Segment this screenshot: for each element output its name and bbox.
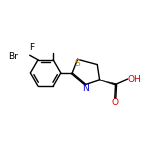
Text: O: O xyxy=(111,98,118,107)
Text: OH: OH xyxy=(128,74,141,84)
Text: F: F xyxy=(29,43,35,52)
Text: Br: Br xyxy=(8,52,18,61)
Text: N: N xyxy=(83,84,89,93)
Polygon shape xyxy=(100,80,116,85)
Text: S: S xyxy=(75,59,80,68)
